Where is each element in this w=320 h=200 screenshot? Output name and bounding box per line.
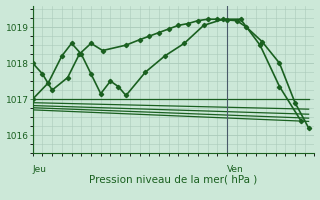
Text: Jeu: Jeu bbox=[33, 165, 47, 174]
X-axis label: Pression niveau de la mer( hPa ): Pression niveau de la mer( hPa ) bbox=[90, 174, 258, 184]
Text: Ven: Ven bbox=[227, 165, 244, 174]
